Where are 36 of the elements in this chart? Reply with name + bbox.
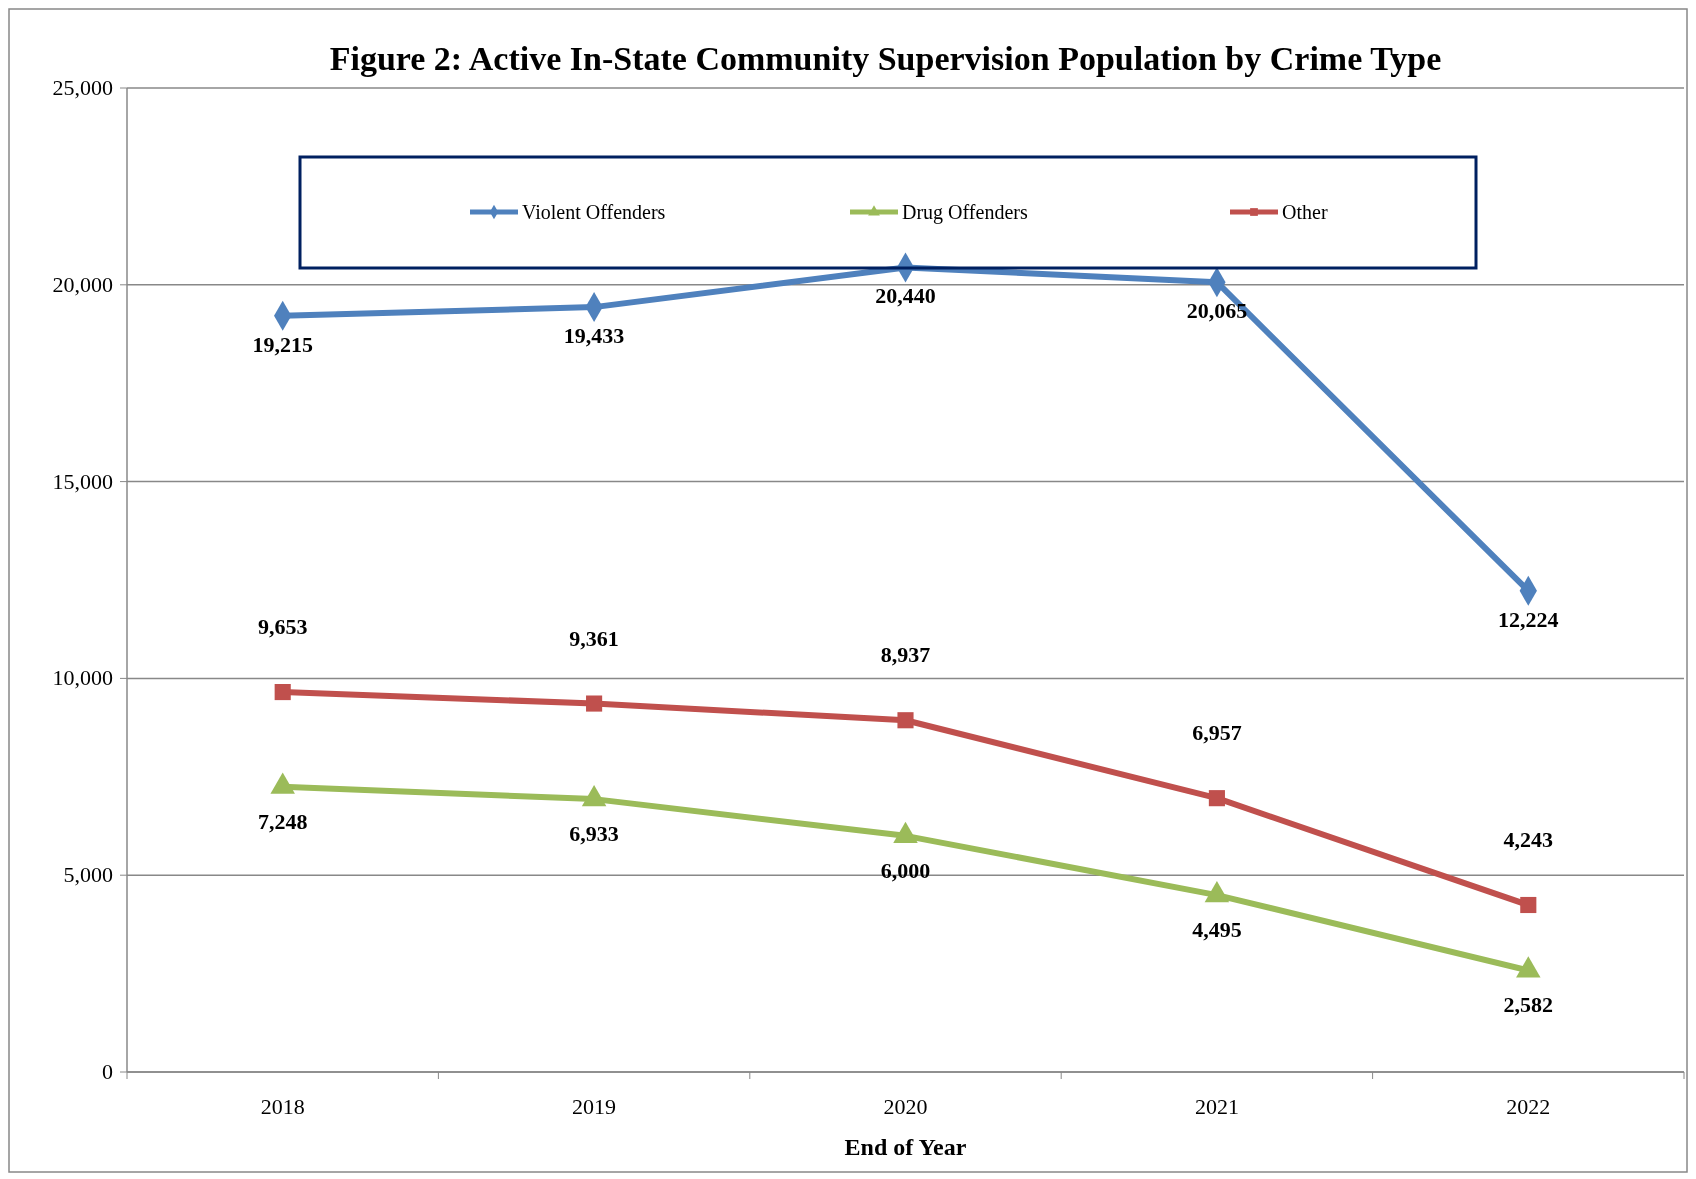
data-label: 4,495 <box>1192 917 1242 943</box>
x-axis-title: End of Year <box>844 1134 967 1160</box>
point <box>581 784 607 807</box>
legend-label: Violent Offenders <box>522 201 666 223</box>
y-tick-label: 0 <box>102 1059 113 1084</box>
data-label: 6,933 <box>569 821 619 847</box>
data-label: 2,582 <box>1503 992 1554 1018</box>
x-tick-label: 2021 <box>1194 1094 1239 1119</box>
legend-label: Drug Offenders <box>902 201 1028 224</box>
data-label: 9,361 <box>569 625 619 651</box>
y-tick-label: 25,000 <box>52 75 113 100</box>
point <box>893 821 918 843</box>
data-label: 19,433 <box>563 323 625 349</box>
y-tick-label: 15,000 <box>52 468 113 494</box>
x-tick-label: 2019 <box>572 1094 617 1119</box>
point <box>1516 956 1541 978</box>
x-tick-label: 2018 <box>260 1094 305 1119</box>
data-label: 7,248 <box>257 808 308 834</box>
data-label: 12,224 <box>1498 606 1559 632</box>
data-label: 4,243 <box>1503 827 1554 852</box>
data-label: 6,000 <box>880 857 931 883</box>
point <box>270 772 295 794</box>
y-tick-label: 20,000 <box>52 271 113 297</box>
data-label: 8,937 <box>880 642 931 668</box>
y-tick-label: 5,000 <box>63 862 113 888</box>
data-label: 20,065 <box>1186 298 1248 324</box>
y-tick-label: 10,000 <box>52 665 113 691</box>
point <box>1204 880 1230 903</box>
x-tick-label: 2020 <box>883 1094 928 1119</box>
legend-label: Other <box>1282 201 1328 223</box>
data-label: 20,440 <box>875 283 936 309</box>
chart-title: Figure 2: Active In-State Community Supervision Population by Crime Type <box>329 40 1442 77</box>
x-tick-label: 2022 <box>1506 1094 1551 1119</box>
data-label: 6,957 <box>1192 720 1242 746</box>
data-label: 9,653 <box>257 614 308 640</box>
data-label: 19,215 <box>252 331 313 357</box>
